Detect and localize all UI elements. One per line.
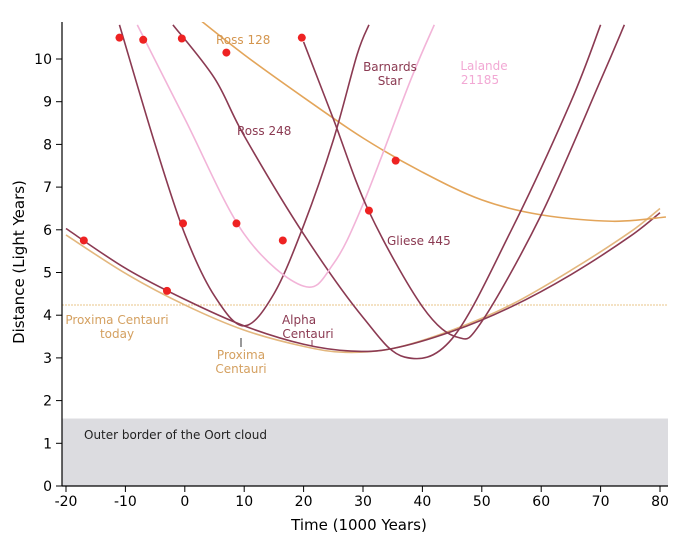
marker-layer xyxy=(79,33,400,295)
x-tick-label: 40 xyxy=(413,494,431,510)
series-line-ross-128 xyxy=(201,22,667,223)
label-barnards-line2: Star xyxy=(378,74,403,88)
y-tick-label: 0 xyxy=(43,479,52,495)
y-tick-label: 1 xyxy=(43,436,52,452)
oort-cloud-band xyxy=(62,418,668,486)
y-tick-label: 8 xyxy=(43,137,52,153)
y-tick-label: 7 xyxy=(43,180,52,196)
label-lalande-line2: 21185 xyxy=(461,73,499,87)
annotation-layer: Ross 128 Barnards Star Lalande 21185 Ros… xyxy=(65,33,507,442)
position-marker xyxy=(79,236,88,245)
series-line-alpha-centauri xyxy=(65,212,661,353)
position-marker xyxy=(179,219,188,228)
position-marker xyxy=(297,33,306,42)
x-tick-label: 80 xyxy=(651,494,669,510)
x-tick-label: 30 xyxy=(354,494,372,510)
y-tick-label: 2 xyxy=(43,394,52,410)
label-oort-cloud: Outer border of the Oort cloud xyxy=(84,428,267,442)
x-tick-label: 50 xyxy=(473,494,491,510)
position-marker xyxy=(139,35,148,44)
x-tick-label: -10 xyxy=(114,494,137,510)
x-tick-label: 10 xyxy=(235,494,253,510)
label-barnards-line1: Barnards xyxy=(363,60,417,74)
label-proxima-line1: Proxima xyxy=(217,348,265,362)
series-line-lalande-21185 xyxy=(136,24,436,288)
y-tick-label: 5 xyxy=(43,266,52,282)
label-proxima-today-line1: Proxima Centauri xyxy=(65,313,168,327)
x-axis-title: Time (1000 Years) xyxy=(290,516,427,534)
position-marker xyxy=(232,219,241,228)
label-proxima-today-line2: today xyxy=(100,327,134,341)
series-layer xyxy=(65,22,667,360)
oort-band-layer xyxy=(62,418,668,486)
series-line-gliese-445 xyxy=(302,24,626,340)
position-marker xyxy=(278,236,287,245)
x-tick-label: 20 xyxy=(295,494,313,510)
position-marker xyxy=(391,156,400,165)
series-line-barnards-star xyxy=(118,24,370,327)
y-tick-label: 6 xyxy=(43,223,52,239)
y-tick-label: 3 xyxy=(43,351,52,367)
label-ross-248: Ross 248 xyxy=(237,124,291,138)
y-tick-label: 9 xyxy=(43,95,52,111)
label-proxima-line2: Centauri xyxy=(215,362,266,376)
label-ross-128: Ross 128 xyxy=(216,33,270,47)
y-axis-title: Distance (Light Years) xyxy=(10,180,28,344)
y-tick-label: 10 xyxy=(34,52,52,68)
x-tick-label: -20 xyxy=(55,494,78,510)
series-line-proxima-centauri xyxy=(65,207,661,354)
label-lalande-line1: Lalande xyxy=(460,59,507,73)
x-tick-label: 60 xyxy=(532,494,550,510)
position-marker xyxy=(222,48,231,57)
label-alpha-centauri-line1: Alpha xyxy=(282,313,316,327)
series-line-ross-248 xyxy=(172,24,602,360)
position-marker xyxy=(364,206,373,215)
y-tick-label: 4 xyxy=(43,308,52,324)
x-tick-label: 70 xyxy=(592,494,610,510)
x-tick-label: 0 xyxy=(180,494,189,510)
axes-layer: 0 1 2 3 4 5 6 7 8 9 10 -20 -10 0 10 20 30 40 50 60 70 80 xyxy=(34,22,669,510)
label-gliese-445: Gliese 445 xyxy=(387,234,451,248)
position-marker xyxy=(115,33,124,42)
position-marker xyxy=(162,286,171,295)
position-marker xyxy=(177,34,186,43)
label-alpha-centauri-line2: Centauri xyxy=(282,327,333,341)
